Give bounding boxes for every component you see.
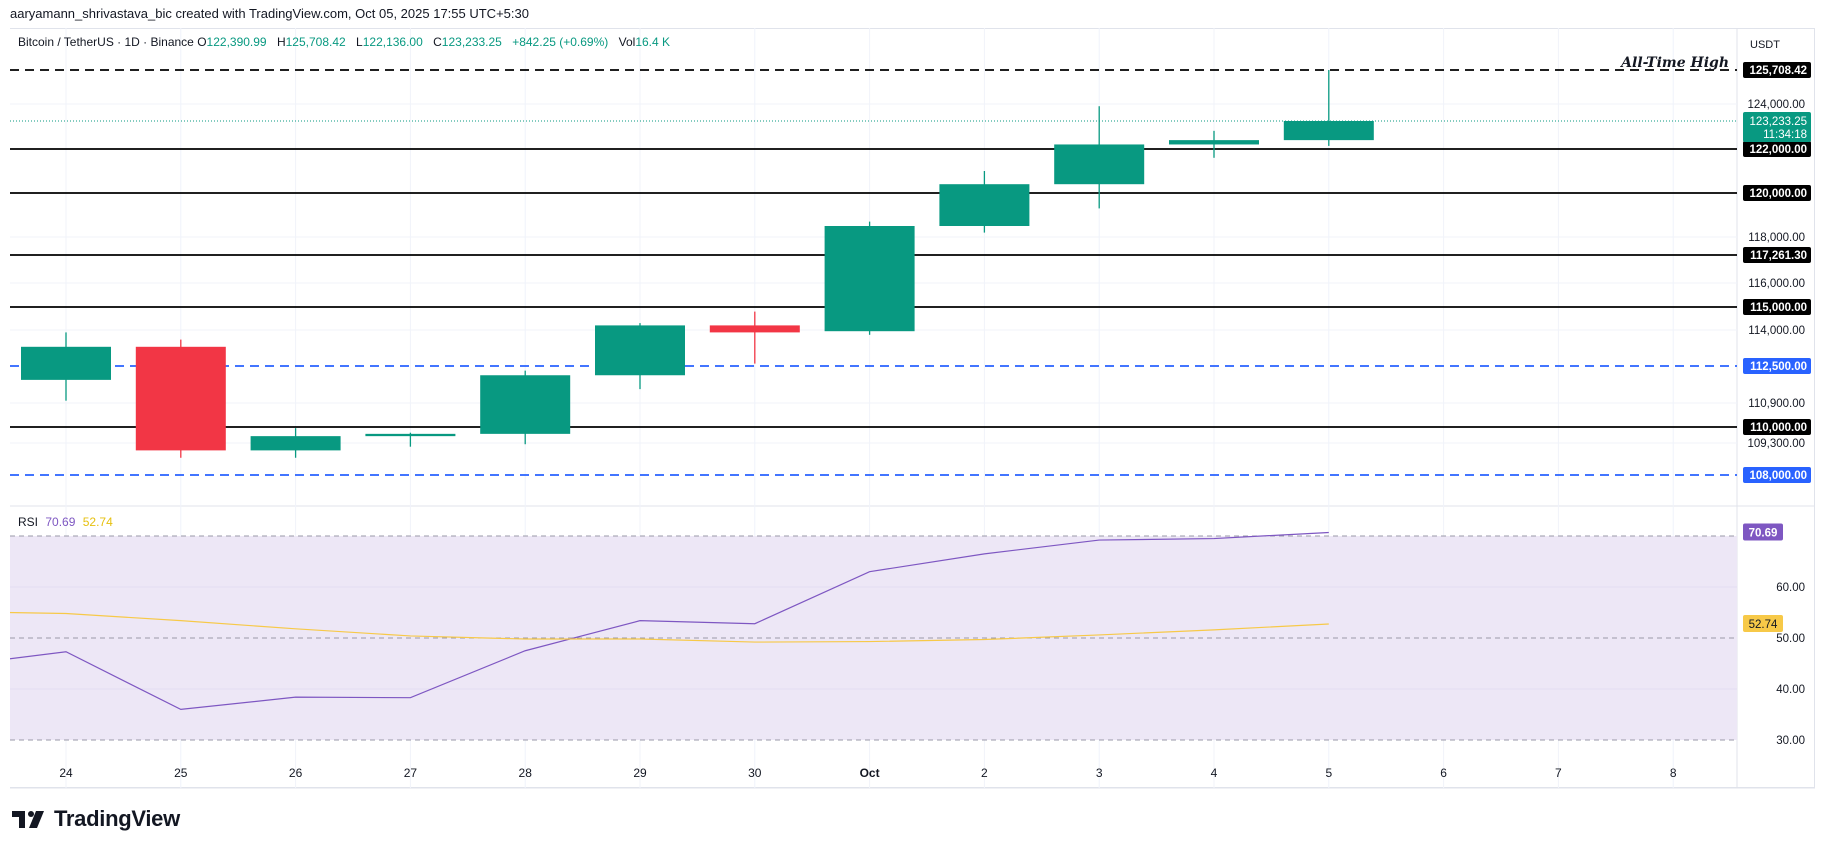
last-price-tag-bg — [1743, 112, 1811, 142]
candle-body — [21, 346, 111, 380]
candle-body — [1054, 144, 1145, 185]
rsi-value: 70.69 — [45, 515, 76, 529]
time-tick-label: Oct — [860, 766, 880, 780]
level-price-tag-bg — [1743, 62, 1811, 78]
open-value: 122,390.99 — [206, 35, 267, 49]
price-tick-label: 124,000.00 — [1747, 99, 1805, 111]
level-price-tag: 115,000.00 — [1750, 302, 1807, 314]
time-tick-label: 6 — [1440, 766, 1447, 780]
chart-caption: aaryamann_shrivastava_bic created with T… — [10, 6, 529, 21]
candle-body — [480, 375, 571, 434]
rsi-ma-value: 52.74 — [82, 515, 113, 529]
rsi-tick-label: 30.00 — [1776, 735, 1805, 747]
time-tick-label: 3 — [1096, 766, 1103, 780]
rsi-ma-value-tag-bg — [1743, 615, 1783, 633]
rsi-value-tag: 70.69 — [1749, 527, 1778, 539]
level-price-tag-bg — [1743, 247, 1811, 263]
candle-body — [595, 325, 685, 376]
tradingview-logo[interactable]: TradingView — [12, 806, 180, 832]
change-value: +842.25 (+0.69%) — [512, 35, 609, 49]
low-label: L — [356, 35, 363, 49]
candle-body — [250, 436, 341, 451]
price-tick-label: 109,300.00 — [1747, 438, 1805, 450]
rsi-tick-label: 40.00 — [1776, 684, 1805, 696]
level-price-tag-bg — [1743, 358, 1811, 374]
rsi-band — [10, 536, 1737, 740]
level-price-tag: 117,261.30 — [1750, 250, 1807, 262]
price-tick-label: 110,900.00 — [1748, 398, 1805, 410]
price-tick-label: 116,000.00 — [1748, 278, 1805, 290]
rsi-value-tag-bg — [1743, 523, 1783, 541]
high-label: H — [276, 35, 286, 49]
time-tick-label: 27 — [404, 766, 418, 780]
time-tick-label: 29 — [633, 766, 647, 780]
symbol-legend[interactable]: Bitcoin / TetherUS · 1D · Binance O122,3… — [18, 35, 677, 49]
level-price-tag-bg — [1743, 299, 1811, 315]
candle-body — [1283, 121, 1374, 141]
symbol-title[interactable]: Bitcoin / TetherUS · 1D · Binance — [18, 35, 194, 49]
low-value: 122,136.00 — [362, 35, 423, 49]
countdown-tag: 11:34:18 — [1763, 129, 1807, 141]
candle-body — [365, 433, 456, 437]
time-tick-label: 4 — [1211, 766, 1218, 780]
time-tick-label: 28 — [519, 766, 533, 780]
level-price-tag: 122,000.00 — [1749, 144, 1807, 156]
candle-body — [1169, 140, 1259, 145]
level-price-tag-bg — [1743, 419, 1811, 435]
left-margin-mask — [0, 28, 10, 788]
level-price-tag-bg — [1743, 185, 1811, 201]
volume-label: Vol — [618, 35, 636, 49]
time-tick-label: 5 — [1325, 766, 1332, 780]
candle-body — [939, 184, 1030, 226]
level-price-tag-bg — [1743, 467, 1811, 483]
level-price-tag: 112,500.00 — [1750, 361, 1807, 373]
rsi-tick-label: 50.00 — [1776, 633, 1805, 645]
level-price-tag: 120,000.00 — [1749, 188, 1807, 200]
close-value: 123,233.25 — [441, 35, 502, 49]
open-label: O — [197, 35, 207, 49]
level-price-tag-bg — [1743, 141, 1811, 157]
candle-body — [135, 346, 226, 451]
close-label: C — [433, 35, 442, 49]
last-price-tag: 123,233.25 — [1749, 116, 1807, 128]
rsi-ma-value-tag: 52.74 — [1749, 619, 1778, 631]
time-tick-label: 26 — [289, 766, 303, 780]
time-tick-label: 30 — [748, 766, 762, 780]
tradingview-logo-icon — [12, 811, 44, 828]
rsi-line — [0, 531, 1329, 711]
rsi-tick-label: 60.00 — [1776, 582, 1805, 594]
high-value: 125,708.42 — [285, 35, 346, 49]
volume-value: 16.4 K — [635, 35, 671, 49]
candle-body — [824, 226, 915, 332]
time-tick-label: 2 — [981, 766, 988, 780]
rsi-title[interactable]: RSI — [18, 515, 39, 529]
rsi-legend[interactable]: RSI 70.69 52.74 — [18, 515, 113, 529]
time-tick-label: 8 — [1670, 766, 1677, 780]
all-time-high-annotation: All-Time High — [1619, 55, 1729, 71]
currency-label: USDT — [1750, 39, 1780, 51]
brand-name: TradingView — [54, 806, 180, 831]
level-price-tag: 125,708.42 — [1749, 65, 1807, 77]
rsi-ma-line — [0, 611, 1329, 643]
time-tick-label: 24 — [59, 766, 73, 780]
time-tick-label: 7 — [1555, 766, 1562, 780]
time-tick-label: 25 — [174, 766, 188, 780]
price-chart-svg[interactable]: All-Time High USDT 124,000.00 118,000.00 116… — [0, 0, 1825, 800]
candle-body — [709, 325, 800, 333]
price-tick-label: 114,000.00 — [1748, 325, 1805, 337]
level-price-tag: 108,000.00 — [1749, 470, 1807, 482]
level-price-tag: 110,000.00 — [1750, 422, 1807, 434]
price-tick-label: 118,000.00 — [1748, 232, 1805, 244]
